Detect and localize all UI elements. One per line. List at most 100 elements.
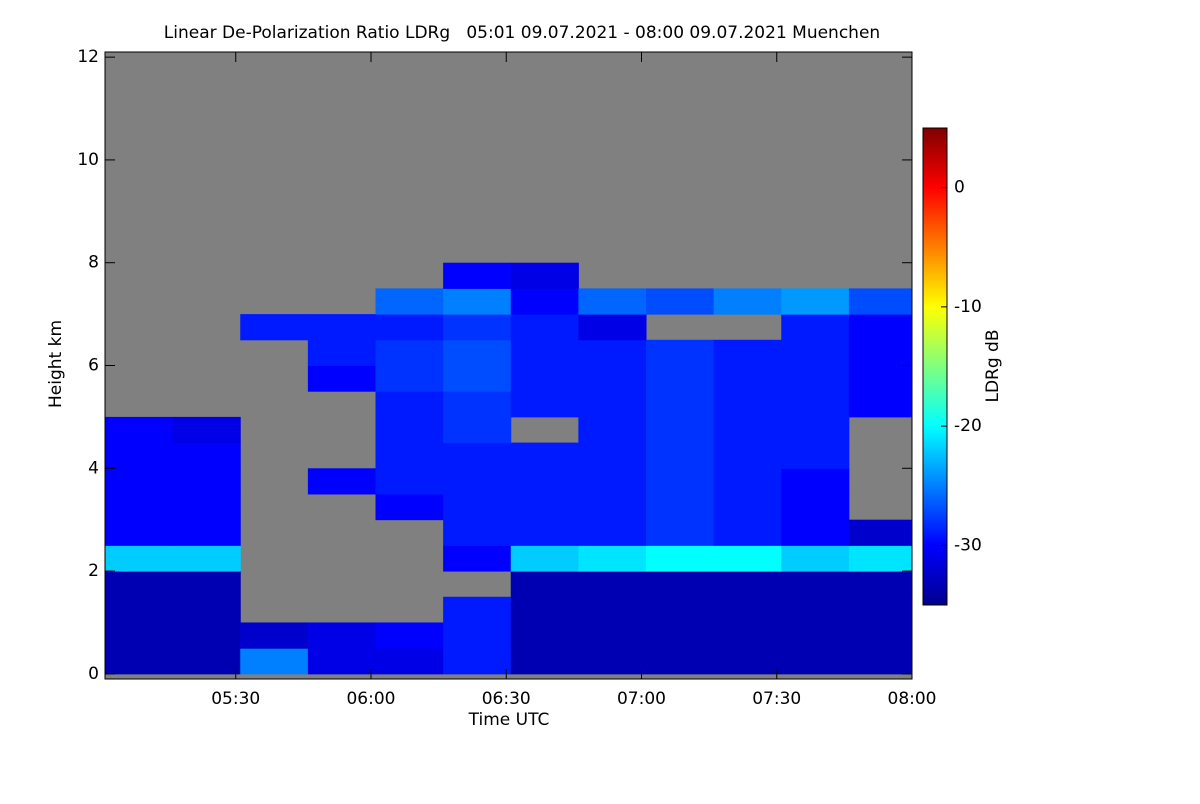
heatmap-cell [781, 596, 850, 623]
heatmap-cell [375, 622, 444, 649]
heatmap-cell [172, 622, 241, 649]
heatmap-cell [375, 416, 444, 444]
heatmap-cell [781, 545, 850, 572]
heatmap-cell [781, 416, 850, 444]
x-tick-label: 06:00 [346, 689, 395, 709]
heatmap-cell [781, 391, 850, 418]
heatmap-cell [713, 288, 782, 315]
heatmap-cell [510, 545, 579, 572]
heatmap-cell [443, 596, 512, 623]
heatmap-cell [646, 622, 715, 649]
heatmap-cell [443, 416, 512, 444]
heatmap-cell [443, 493, 512, 521]
heatmap-cell [375, 365, 444, 392]
heatmap-cell [848, 339, 912, 366]
heatmap-cell [713, 648, 782, 675]
heatmap-cell [443, 648, 512, 675]
heatmap-cell [172, 442, 241, 469]
heatmap-cell [578, 468, 647, 495]
heatmap-cell [510, 596, 579, 623]
heatmap-cell [646, 571, 715, 598]
y-tick-label: 10 [77, 150, 99, 170]
heatmap-cell [510, 622, 579, 649]
heatmap-cell [375, 314, 444, 341]
heatmap-cell [510, 442, 579, 469]
heatmap-cell [713, 519, 782, 546]
heatmap-cell [578, 519, 647, 546]
heatmap-cell [848, 622, 912, 649]
heatmap-cell [713, 571, 782, 598]
heatmap-cell [646, 596, 715, 623]
heatmap-cell [578, 339, 647, 366]
heatmap-cell [510, 314, 579, 341]
heatmap-cell [578, 365, 647, 392]
heatmap-cell [848, 314, 912, 341]
y-tick-label: 0 [88, 664, 99, 684]
heatmap-cell [848, 571, 912, 598]
x-tick-label: 05:30 [211, 689, 260, 709]
heatmap-cell [781, 571, 850, 598]
chart-title: Linear De-Polarization Ratio LDRg 05:01 … [164, 23, 880, 43]
heatmap-cell [713, 339, 782, 366]
heatmap-cell [848, 519, 912, 546]
heatmap-cell [510, 365, 579, 392]
heatmap-cells [105, 262, 912, 675]
heatmap-cell [713, 416, 782, 444]
heatmap-cell [443, 288, 512, 315]
x-tick-label: 08:00 [888, 689, 937, 709]
heatmap-cell [375, 391, 444, 418]
heatmap-cell [713, 442, 782, 469]
heatmap-cell [240, 314, 309, 341]
x-axis-label: Time UTC [468, 710, 550, 730]
heatmap-cell [713, 468, 782, 495]
heatmap-cell [307, 365, 377, 392]
heatmap-cell [781, 468, 850, 495]
heatmap-cell [307, 622, 377, 649]
heatmap-cell [578, 571, 647, 598]
heatmap-cell [781, 339, 850, 366]
heatmap-cell [646, 468, 715, 495]
y-tick-label: 2 [88, 561, 99, 581]
heatmap-cell [781, 314, 850, 341]
heatmap-cell [848, 365, 912, 392]
y-axis-label: Height km [46, 320, 66, 408]
heatmap-cell [375, 442, 444, 469]
heatmap-cell [646, 493, 715, 521]
heatmap-cell [443, 339, 512, 366]
heatmap-cell [443, 468, 512, 495]
heatmap-cell [578, 622, 647, 649]
heatmap-cell [713, 365, 782, 392]
heatmap-cell [646, 442, 715, 469]
heatmap-cell [646, 365, 715, 392]
heatmap-cell [240, 648, 309, 675]
x-tick-label: 06:30 [482, 689, 531, 709]
heatmap-cell [307, 468, 377, 495]
heatmap-cell [646, 416, 715, 444]
heatmap-cell [443, 391, 512, 418]
heatmap-cell [172, 416, 241, 444]
heatmap-cell [510, 493, 579, 521]
heatmap-cell [781, 519, 850, 546]
x-tick-label: 07:00 [617, 689, 666, 709]
heatmap-cell [646, 648, 715, 675]
heatmap-cell [172, 571, 241, 598]
heatmap-cell [781, 288, 850, 315]
heatmap-cell [510, 648, 579, 675]
heatmap-cell [646, 391, 715, 418]
heatmap-cell [646, 288, 715, 315]
heatmap-cell [510, 519, 579, 546]
heatmap-cell [105, 596, 174, 623]
y-tick-label: 6 [88, 356, 99, 376]
heatmap-cell [105, 493, 174, 521]
heatmap-cell [848, 648, 912, 675]
heatmap-cell [443, 622, 512, 649]
heatmap-cell [172, 596, 241, 623]
heatmap-cell [848, 596, 912, 623]
heatmap-cell [172, 493, 241, 521]
heatmap-cell [443, 365, 512, 392]
colorbar-tick-label: -10 [954, 297, 982, 317]
heatmap-cell [713, 545, 782, 572]
heatmap-cell [443, 262, 512, 289]
heatmap-cell [578, 493, 647, 521]
